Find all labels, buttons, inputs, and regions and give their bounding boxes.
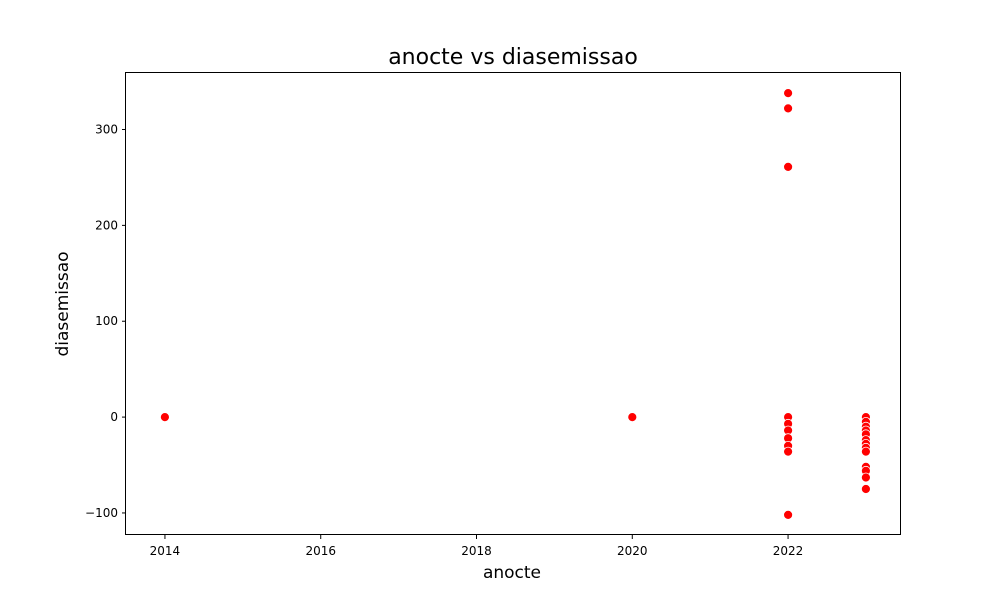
x-tick-label: 2018	[461, 544, 492, 558]
data-point	[861, 446, 871, 457]
data-point	[783, 446, 793, 457]
data-point	[783, 161, 793, 172]
data-point	[627, 412, 638, 423]
x-axis-label: anocte	[483, 563, 541, 583]
y-axis-ticks: −100 0 100 200 300	[85, 123, 126, 520]
y-tick-label: −100	[85, 506, 118, 520]
x-tick-label: 2014	[150, 544, 181, 558]
plot-frame	[125, 72, 901, 535]
data-point	[783, 88, 793, 98]
y-tick-label: 300	[95, 123, 118, 137]
data-point	[861, 472, 871, 483]
data-point	[159, 412, 170, 423]
y-tick-label: 100	[95, 314, 118, 328]
data-point	[783, 103, 793, 114]
data-point	[861, 484, 871, 494]
y-axis-label: diasemissao	[53, 251, 73, 356]
x-axis-ticks: 2014 2016 2018 2020 2022	[150, 535, 804, 558]
y-tick-label: 0	[110, 410, 118, 424]
data-point	[783, 510, 793, 520]
y-tick-label: 200	[95, 218, 118, 232]
x-tick-label: 2016	[305, 544, 336, 558]
chart-title: anocte vs diasemissao	[388, 45, 638, 70]
points-layer	[159, 88, 871, 520]
x-tick-label: 2020	[617, 544, 648, 558]
x-tick-label: 2022	[773, 544, 804, 558]
